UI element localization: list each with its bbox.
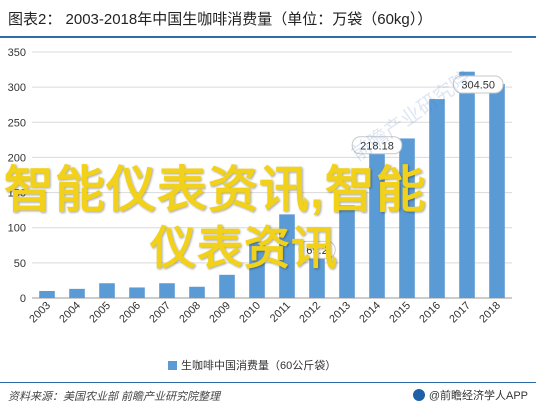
bar [39,290,55,298]
data-label-box [452,75,504,94]
x-tick-label: 2012 [297,300,323,326]
data-label: 218.18 [360,140,394,152]
y-tick-label: 250 [8,117,26,129]
y-tick-label: 350 [8,47,26,59]
x-tick-label: 2006 [117,300,143,326]
y-tick-label: 100 [8,223,26,235]
x-tick-label: 2015 [387,300,413,326]
x-tick-label: 2016 [417,300,443,326]
x-tick-label: 2013 [327,300,353,326]
x-tick-label: 2008 [177,300,203,326]
overlay-text-line1: 智能仪表资讯,智能 [4,162,427,218]
bar [219,274,235,298]
brand-credit: @前瞻经济学人APP [412,387,528,403]
title-divider [0,36,536,38]
data-label: 69.2 [306,245,327,257]
bar [429,99,445,298]
x-tick-label: 2010 [237,300,263,326]
x-tick-label: 2003 [27,300,53,326]
brand-logo-icon [412,389,425,401]
x-tick-label: 2018 [477,300,503,326]
x-tick-label: 2007 [147,300,173,326]
bar [129,287,145,298]
x-tick-label: 2005 [87,300,113,326]
y-tick-label: 150 [8,188,26,200]
bar [249,241,265,298]
y-tick-label: 0 [20,293,26,305]
bar [189,286,205,298]
data-label-box [298,240,336,259]
bar [399,138,415,298]
bar [69,288,85,298]
overlay-text-line2: 仪表资讯 [150,222,338,274]
source-note: 资料来源：美国农业部 前瞻产业研究院整理 [8,391,221,403]
footer-divider [0,382,536,383]
x-tick-label: 2004 [57,300,83,326]
data-label-box [351,136,403,155]
chart-title: 图表2： 2003-2018年中国生咖啡消费量（单位：万袋（60kg）） [8,11,433,28]
y-tick-label: 300 [8,82,26,94]
bar [459,71,475,299]
data-label: 304.50 [461,79,495,91]
bar [309,249,325,298]
legend: 生咖啡中国消费量（60公斤袋） [168,358,336,372]
bars [39,71,505,299]
x-tick-label: 2017 [447,300,473,326]
bar [159,283,175,298]
y-axis-ticks: 0 50 100 150 200 250 300 350 [8,47,26,305]
x-tick-label: 2014 [357,300,383,326]
bar [339,205,355,298]
y-tick-label: 200 [8,152,26,164]
data-labels: 69.2 218.18 304.50 [298,75,504,259]
brand-text: @前瞻经济学人APP [428,390,528,402]
x-axis-ticks: 2003 2004 2005 2006 2007 2008 2009 2010 2011 2012… [27,300,503,326]
x-tick-label: 2011 [268,300,293,325]
bar [279,214,295,298]
bar [99,283,115,298]
x-tick-label: 2009 [207,300,233,326]
bar [369,144,385,298]
bar [489,83,505,298]
legend-label: 生咖啡中国消费量（60公斤袋） [181,358,336,372]
legend-swatch [168,361,177,370]
y-tick-label: 50 [14,258,26,270]
